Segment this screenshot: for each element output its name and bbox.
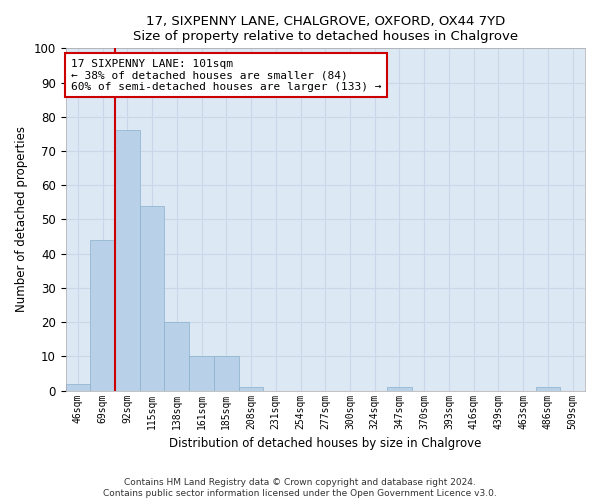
- Bar: [189, 356, 214, 390]
- Bar: [90, 240, 115, 390]
- Bar: [140, 206, 164, 390]
- Text: 17 SIXPENNY LANE: 101sqm
← 38% of detached houses are smaller (84)
60% of semi-d: 17 SIXPENNY LANE: 101sqm ← 38% of detach…: [71, 58, 381, 92]
- Bar: [65, 384, 90, 390]
- Bar: [536, 387, 560, 390]
- Y-axis label: Number of detached properties: Number of detached properties: [15, 126, 28, 312]
- Bar: [239, 387, 263, 390]
- Title: 17, SIXPENNY LANE, CHALGROVE, OXFORD, OX44 7YD
Size of property relative to deta: 17, SIXPENNY LANE, CHALGROVE, OXFORD, OX…: [133, 15, 518, 43]
- Bar: [115, 130, 140, 390]
- Bar: [387, 387, 412, 390]
- Text: Contains HM Land Registry data © Crown copyright and database right 2024.
Contai: Contains HM Land Registry data © Crown c…: [103, 478, 497, 498]
- X-axis label: Distribution of detached houses by size in Chalgrove: Distribution of detached houses by size …: [169, 437, 481, 450]
- Bar: [214, 356, 239, 390]
- Bar: [164, 322, 189, 390]
